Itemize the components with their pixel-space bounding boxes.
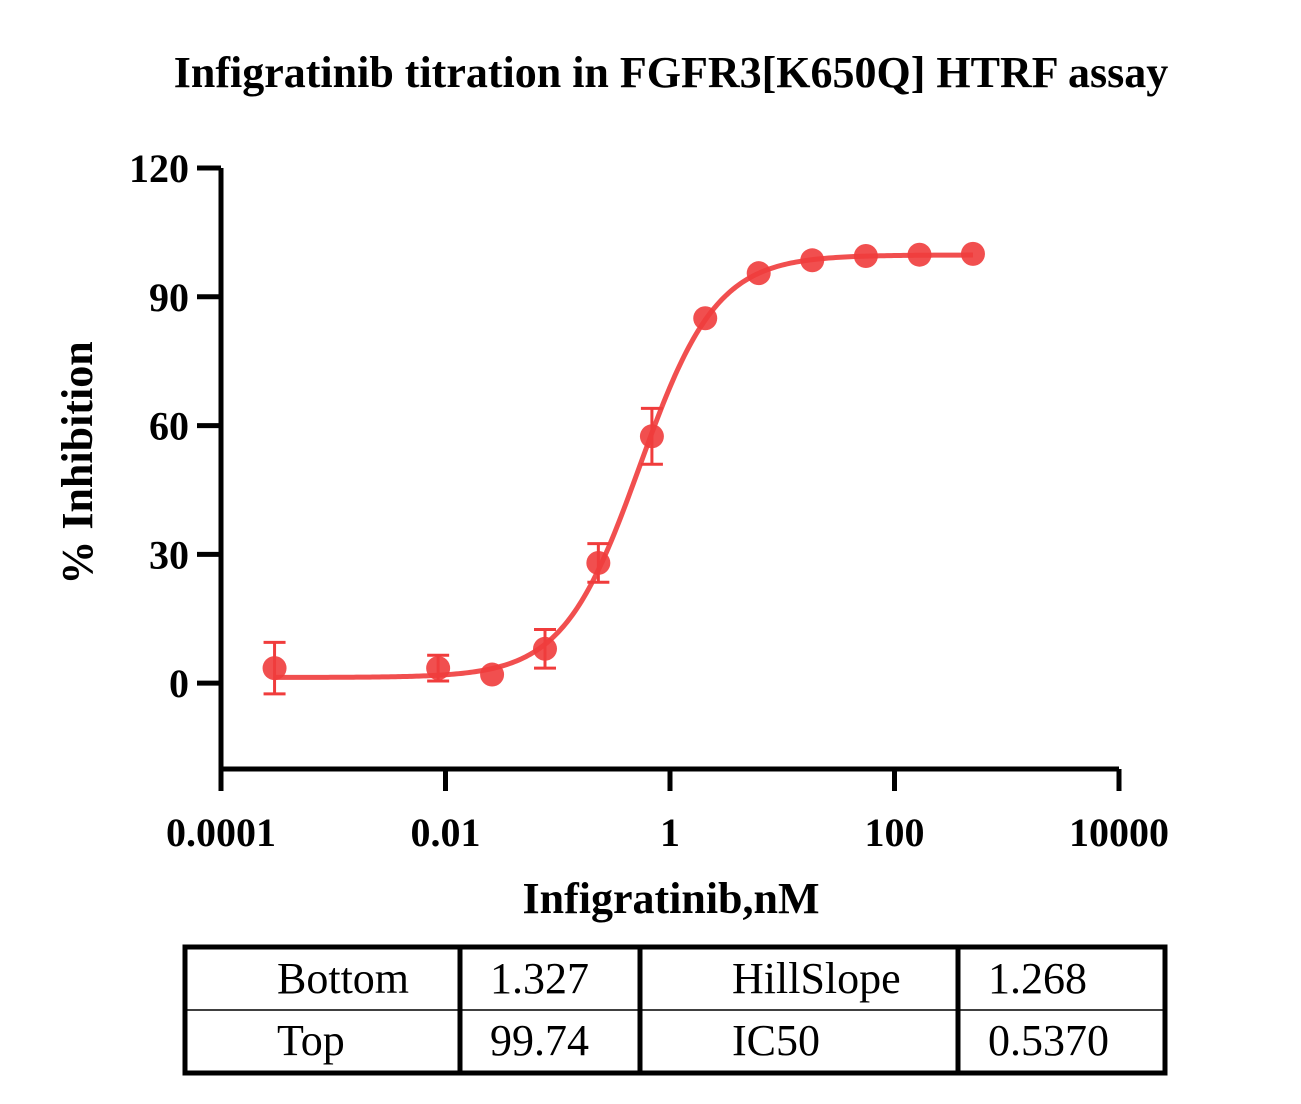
data-point: [746, 261, 771, 286]
table-cell: 99.74: [490, 1016, 589, 1065]
table-cell: Top: [277, 1016, 345, 1065]
x-axis-label: Infigratinib,nM: [522, 874, 819, 923]
x-tick-label: 10000: [1069, 810, 1169, 855]
axes: 0 30 60 90 120 0.0001 0.01 1 100 10000: [129, 146, 1169, 855]
data-point: [639, 424, 664, 449]
x-tick-label: 0.0001: [166, 810, 276, 855]
y-axis-label: % Inhibition: [53, 341, 102, 584]
table-cell: 1.327: [490, 954, 589, 1003]
x-tick-label: 1: [660, 810, 680, 855]
table-cell: HillSlope: [732, 954, 901, 1003]
y-tick-label: 30: [149, 532, 189, 577]
table-cell: IC50: [732, 1016, 820, 1065]
chart-title: Infigratinib titration in FGFR3[K650Q] H…: [174, 48, 1169, 97]
fit-curve: [274, 252, 973, 680]
y-tick-label: 60: [149, 404, 189, 449]
data-points-layer: [262, 241, 985, 696]
data-point: [907, 242, 932, 267]
data-point: [262, 656, 287, 681]
data-point: [533, 636, 558, 661]
fit-parameters-table: Bottom 1.327 HillSlope 1.268 Top 99.74 IC50 0.5…: [182, 944, 1168, 1076]
table-cell: Bottom: [277, 954, 409, 1003]
fit-curve-layer: [274, 252, 973, 680]
y-tick-label: 0: [169, 661, 189, 706]
data-point: [586, 550, 611, 575]
data-point: [693, 306, 718, 331]
data-point: [800, 248, 825, 273]
table-cell: 0.5370: [988, 1016, 1109, 1065]
data-point: [853, 244, 878, 269]
x-tick-label: 0.01: [411, 810, 481, 855]
data-point: [960, 241, 985, 266]
y-tick-label: 120: [129, 146, 189, 191]
x-tick-label: 100: [865, 810, 925, 855]
data-point: [426, 656, 451, 681]
y-tick-label: 90: [149, 275, 189, 320]
table-cell: 1.268: [988, 954, 1087, 1003]
data-point: [480, 662, 505, 687]
